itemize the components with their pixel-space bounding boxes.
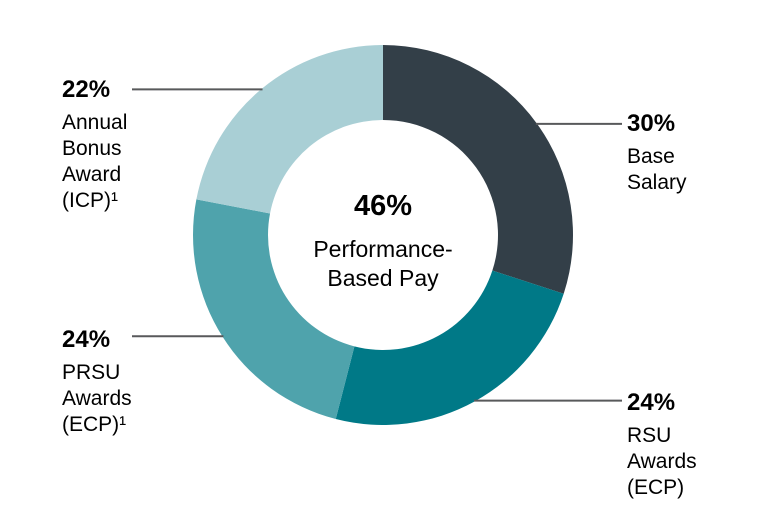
donut-slice-annual-bonus-award-icp [196, 45, 383, 214]
callout-prsu-awards: 24% PRSU Awards (ECP)¹ [62, 326, 132, 438]
rsu-awards-label: RSU Awards (ECP) [627, 424, 697, 499]
rsu-awards-pct: 24% [627, 389, 676, 416]
performance-based-pay-caption: Performance- Based Pay [313, 236, 453, 291]
donut-slice-rsu-awards-ecp [335, 270, 564, 425]
callout-annual-bonus-award: 22% Annual Bonus Award (ICP)¹ [62, 76, 127, 214]
prsu-awards-label: PRSU Awards (ECP)¹ [62, 361, 132, 436]
donut-slice-base-salary [383, 45, 573, 294]
callout-base-salary: 30% Base Salary [627, 110, 687, 196]
annual-bonus-label: Annual Bonus Award (ICP)¹ [62, 111, 128, 212]
donut-center-label: 46% Performance- Based Pay [273, 190, 493, 293]
base-salary-pct: 30% [627, 110, 676, 137]
performance-based-pay-pct: 46% [353, 190, 413, 222]
annual-bonus-pct: 22% [62, 76, 111, 103]
prsu-awards-pct: 24% [62, 326, 111, 353]
base-salary-label: Base Salary [627, 145, 687, 194]
donut-slice-prsu-awards-ecp [193, 199, 355, 420]
callout-rsu-awards: 24% RSU Awards (ECP) [627, 389, 697, 501]
